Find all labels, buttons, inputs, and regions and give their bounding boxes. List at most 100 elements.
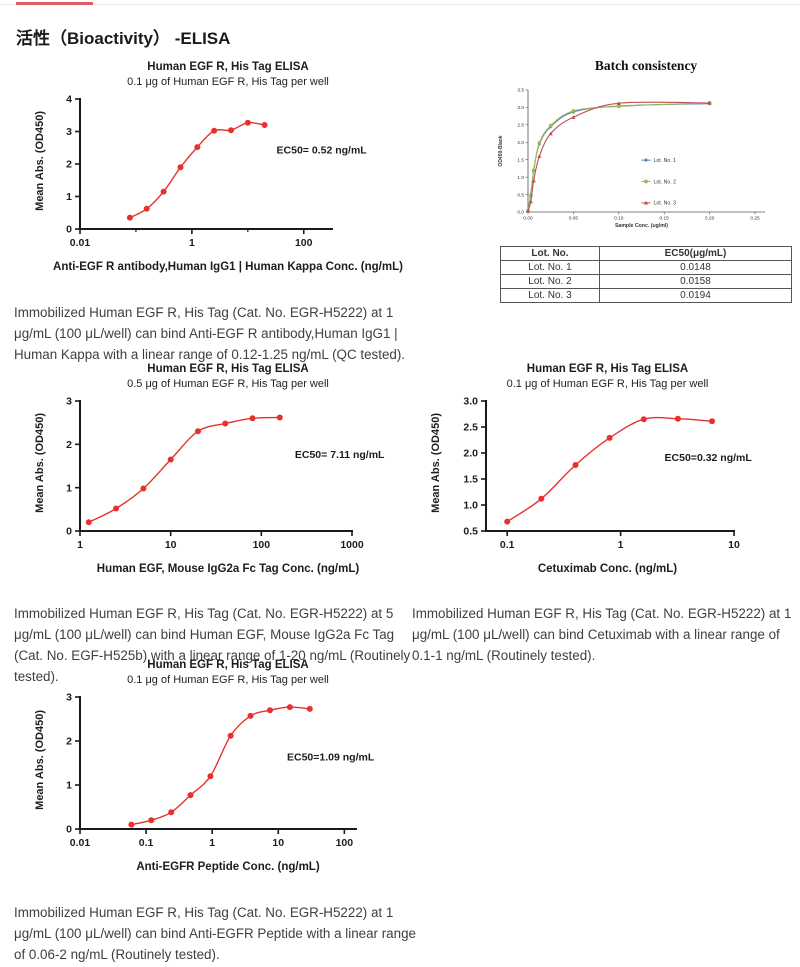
svg-text:0.00: 0.00 <box>523 216 533 222</box>
active-tab-indicator <box>16 2 93 5</box>
svg-text:1000: 1000 <box>340 539 364 551</box>
y-axis-label: Mean Abs. (OD450) <box>429 413 442 513</box>
chart-batch-consistency: Batch consistency 0.0 0.5 1.0 1.5 2.0 2.5 3.0 3… <box>490 58 800 303</box>
chart-caption: Immobilized Human EGF R, His Tag (Cat. N… <box>412 606 792 663</box>
svg-text:0.05: 0.05 <box>569 216 579 222</box>
svg-text:OD450-Blank: OD450-Blank <box>498 135 504 166</box>
table-header-cell: Lot. No. <box>500 246 600 261</box>
chart-title: Batch consistency <box>594 58 698 73</box>
svg-text:0.0: 0.0 <box>517 210 524 216</box>
y-axis-label: Mean Abs. (OD450) <box>34 413 46 513</box>
svg-text:0: 0 <box>66 526 72 538</box>
svg-text:0.1: 0.1 <box>499 539 514 551</box>
chart-cetuximab: Human EGF R, His Tag ELISA 0.1 μg of Hum… <box>415 362 800 575</box>
chart-caption: Immobilized Human EGF R, His Tag (Cat. N… <box>14 606 411 684</box>
svg-text:0.5: 0.5 <box>517 192 524 198</box>
x-axis-label: Human EGF, Mouse IgG2a Fc Tag Conc. (ng/… <box>96 563 360 575</box>
svg-text:1.5: 1.5 <box>517 157 524 163</box>
table-cell: 0.0194 <box>598 288 793 303</box>
chart-subtitle: 0.1 μg of Human EGF R, His Tag per well <box>127 76 329 88</box>
dose-response-plot: 0 1 2 3 0.01 0.1 1 10 100 EC50=1.09 ng/mL <box>66 692 375 849</box>
svg-text:1: 1 <box>617 539 623 551</box>
svg-text:100: 100 <box>253 539 271 551</box>
svg-text:100: 100 <box>295 237 313 249</box>
chart-anti-egfr-antibody: Human EGF R, His Tag ELISA 0.1 μg of Hum… <box>28 60 428 273</box>
x-axis-label: Cetuximab Conc. (ng/mL) <box>537 563 678 575</box>
chart-subtitle: 0.1 μg of Human EGF R, His Tag per well <box>506 378 709 390</box>
svg-text:0.10: 0.10 <box>614 216 624 222</box>
svg-text:EC50=0.32 ng/mL: EC50=0.32 ng/mL <box>664 452 752 464</box>
svg-text:Lot. No. 2: Lot. No. 2 <box>654 179 677 185</box>
svg-text:0.1: 0.1 <box>139 837 154 849</box>
svg-text:1.0: 1.0 <box>463 500 478 512</box>
table-header-row: Lot. No. EC50(μg/mL) <box>500 246 793 261</box>
svg-text:Sample Conc. (ug/ml): Sample Conc. (ug/ml) <box>615 223 668 229</box>
batch-consistency-plot: 0.0 0.5 1.0 1.5 2.0 2.5 3.0 3.5 0.00 0.05 0.10 0.15… <box>498 88 765 229</box>
chart-subtitle: 0.1 μg of Human EGF R, His Tag per well <box>127 674 329 686</box>
dose-response-plot: 0 1 2 3 4 0.01 1 100 EC50= 0.52 ng/mL <box>66 94 367 249</box>
chart-human-egf-fc: Human EGF R, His Tag ELISA 0.5 μg of Hum… <box>28 362 428 575</box>
svg-text:2.0: 2.0 <box>463 448 478 460</box>
svg-text:2: 2 <box>66 159 72 171</box>
svg-text:0.25: 0.25 <box>750 216 760 222</box>
table-cell: 0.0148 <box>598 260 793 275</box>
svg-text:0: 0 <box>66 824 72 836</box>
x-axis-label: Anti-EGF R antibody,Human IgG1 | Human K… <box>53 261 403 273</box>
svg-text:1: 1 <box>209 837 215 849</box>
svg-text:10: 10 <box>272 837 284 849</box>
svg-text:EC50= 7.11 ng/mL: EC50= 7.11 ng/mL <box>295 449 385 461</box>
table-header-cell: EC50(μg/mL) <box>598 246 793 261</box>
table-cell: Lot. No. 2 <box>500 274 600 289</box>
y-axis-label: Mean Abs. (OD450) <box>34 111 46 211</box>
svg-text:1: 1 <box>66 191 72 203</box>
chart-anti-egfr-peptide: Human EGF R, His Tag ELISA 0.1 μg of Hum… <box>28 658 428 873</box>
svg-text:1.0: 1.0 <box>517 175 524 181</box>
svg-text:100: 100 <box>336 837 354 849</box>
svg-text:3.0: 3.0 <box>463 396 478 408</box>
chart-title: Human EGF R, His Tag ELISA <box>147 61 309 73</box>
svg-text:10: 10 <box>165 539 177 551</box>
dose-response-plot: 0.5 1.0 1.5 2.0 2.5 3.0 0.1 1 10 EC50=0.32 ng/mL <box>463 396 752 551</box>
chart-title: Human EGF R, His Tag ELISA <box>147 659 309 671</box>
svg-text:1: 1 <box>66 780 72 792</box>
table-cell: Lot. No. 3 <box>500 288 600 303</box>
table-row: Lot. No. 1 0.0148 <box>500 260 793 275</box>
chart-caption: Immobilized Human EGF R, His Tag (Cat. N… <box>14 305 406 362</box>
svg-text:1: 1 <box>66 482 72 494</box>
svg-text:2: 2 <box>66 439 72 451</box>
svg-text:4: 4 <box>66 94 72 106</box>
svg-text:0.5: 0.5 <box>463 526 478 538</box>
x-axis-label: Anti-EGFR Peptide Conc. (ng/mL) <box>136 861 320 873</box>
chart-title: Human EGF R, His Tag ELISA <box>526 363 689 375</box>
svg-text:0: 0 <box>66 224 72 236</box>
chart-subtitle: 0.5 μg of Human EGF R, His Tag per well <box>127 378 329 390</box>
svg-text:1: 1 <box>77 539 83 551</box>
svg-text:3.0: 3.0 <box>517 105 524 111</box>
svg-text:0.15: 0.15 <box>660 216 670 222</box>
chart-title: Human EGF R, His Tag ELISA <box>147 363 309 375</box>
svg-text:3: 3 <box>66 126 72 138</box>
table-row: Lot. No. 2 0.0158 <box>500 274 793 289</box>
ec50-table: Lot. No. EC50(μg/mL) Lot. No. 1 0.0148 L… <box>500 246 793 303</box>
svg-text:10: 10 <box>728 539 740 551</box>
table-cell: Lot. No. 1 <box>500 260 600 275</box>
svg-text:2.5: 2.5 <box>463 422 478 434</box>
svg-text:3: 3 <box>66 396 72 408</box>
svg-text:Lot. No. 3: Lot. No. 3 <box>654 201 677 207</box>
svg-text:3: 3 <box>66 692 72 704</box>
svg-text:2: 2 <box>66 736 72 748</box>
y-axis-label: Mean Abs. (OD450) <box>34 710 46 810</box>
table-cell: 0.0158 <box>598 274 793 289</box>
svg-text:0.01: 0.01 <box>70 837 91 849</box>
svg-text:0.20: 0.20 <box>705 216 715 222</box>
section-divider <box>0 4 800 5</box>
svg-text:2.5: 2.5 <box>517 123 524 129</box>
svg-text:0.01: 0.01 <box>70 237 91 249</box>
svg-text:3.5: 3.5 <box>517 88 524 94</box>
svg-text:2.0: 2.0 <box>517 140 524 146</box>
table-row: Lot. No. 3 0.0194 <box>500 288 793 303</box>
svg-text:1.5: 1.5 <box>463 474 478 486</box>
svg-text:1: 1 <box>189 237 195 249</box>
